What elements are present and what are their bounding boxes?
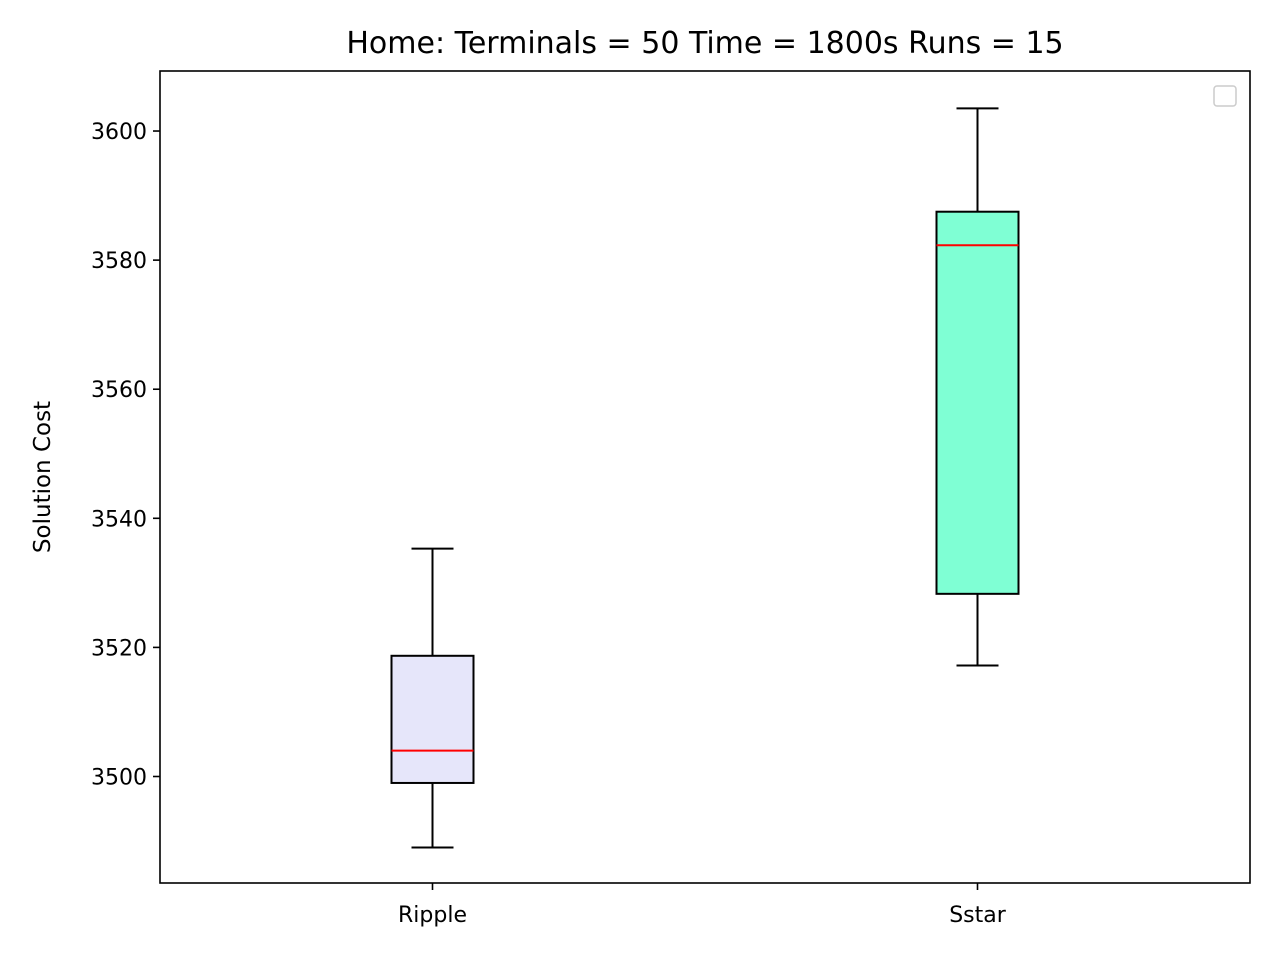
y-tick-label: 3580 bbox=[91, 249, 147, 274]
chart-title: Home: Terminals = 50 Time = 1800s Runs =… bbox=[346, 26, 1063, 61]
x-tick-label: Sstar bbox=[949, 903, 1007, 928]
plot-frame bbox=[159, 70, 1251, 884]
iqr-box bbox=[390, 654, 475, 784]
plot-area: 3500 3520 3540 3560 3580 3600 Ripple Sstar bbox=[91, 107, 1020, 928]
x-tick-label: Ripple bbox=[398, 903, 467, 928]
y-tick-label: 3600 bbox=[91, 120, 147, 145]
y-tick-label: 3520 bbox=[91, 636, 147, 661]
legend-box bbox=[1213, 85, 1237, 107]
y-axis-label: Solution Cost bbox=[30, 401, 56, 553]
iqr-box bbox=[935, 210, 1020, 595]
y-tick-label: 3560 bbox=[91, 378, 147, 403]
y-tick-label: 3540 bbox=[91, 507, 147, 532]
y-tick-label: 3500 bbox=[91, 765, 147, 790]
